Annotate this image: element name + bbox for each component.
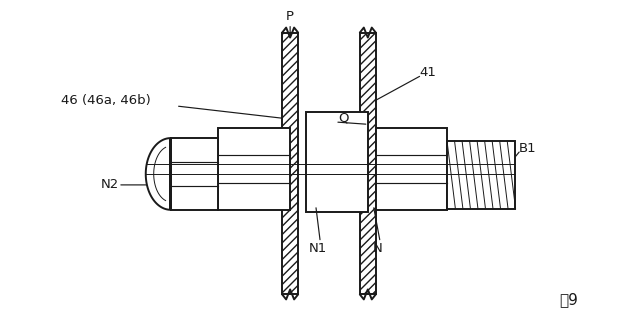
Text: B1: B1 (519, 142, 537, 155)
Text: N: N (373, 242, 383, 255)
Text: 41: 41 (420, 66, 436, 79)
Bar (360, 32, 376, 294)
Bar (376, 128, 447, 210)
Text: Q: Q (338, 112, 348, 125)
Text: N1: N1 (309, 242, 327, 255)
Text: 46 (46a, 46b): 46 (46a, 46b) (61, 94, 151, 107)
Bar (171, 138, 218, 210)
Text: P: P (286, 10, 294, 23)
Bar (447, 141, 515, 209)
Bar (306, 112, 368, 212)
Bar (218, 128, 290, 210)
Polygon shape (146, 138, 171, 210)
Bar (282, 32, 298, 294)
Text: N2: N2 (100, 178, 119, 191)
Text: 图9: 图9 (559, 292, 579, 307)
